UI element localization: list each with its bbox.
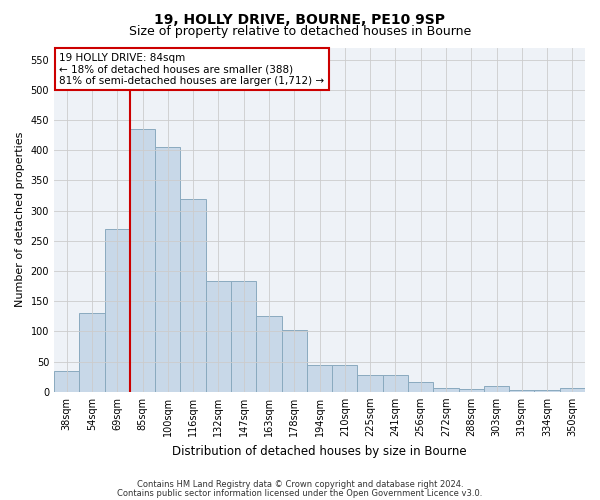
Bar — [104, 228, 130, 392]
Bar — [181, 198, 206, 392]
Bar — [358, 375, 383, 392]
Bar — [408, 382, 433, 392]
Bar — [130, 129, 155, 392]
Bar — [307, 364, 332, 392]
Bar — [383, 375, 408, 392]
Bar — [458, 389, 484, 392]
Text: Size of property relative to detached houses in Bourne: Size of property relative to detached ho… — [129, 25, 471, 38]
Bar — [484, 386, 509, 392]
Bar — [332, 364, 358, 392]
Bar — [509, 390, 535, 392]
X-axis label: Distribution of detached houses by size in Bourne: Distribution of detached houses by size … — [172, 444, 467, 458]
Bar — [155, 147, 181, 392]
Bar — [231, 282, 256, 392]
Text: Contains public sector information licensed under the Open Government Licence v3: Contains public sector information licen… — [118, 490, 482, 498]
Text: 19 HOLLY DRIVE: 84sqm
← 18% of detached houses are smaller (388)
81% of semi-det: 19 HOLLY DRIVE: 84sqm ← 18% of detached … — [59, 52, 325, 86]
Text: 19, HOLLY DRIVE, BOURNE, PE10 9SP: 19, HOLLY DRIVE, BOURNE, PE10 9SP — [155, 12, 445, 26]
Bar — [54, 370, 79, 392]
Bar — [206, 282, 231, 392]
Text: Contains HM Land Registry data © Crown copyright and database right 2024.: Contains HM Land Registry data © Crown c… — [137, 480, 463, 489]
Bar — [433, 388, 458, 392]
Bar — [560, 388, 585, 392]
Bar — [256, 316, 281, 392]
Bar — [281, 330, 307, 392]
Bar — [535, 390, 560, 392]
Y-axis label: Number of detached properties: Number of detached properties — [15, 132, 25, 308]
Bar — [79, 314, 104, 392]
